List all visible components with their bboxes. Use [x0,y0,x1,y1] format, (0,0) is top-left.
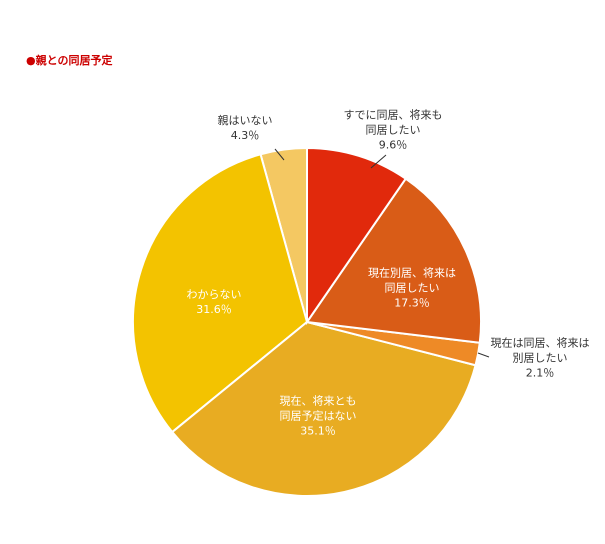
slice-label: 現在別居、将来は同居したい 17.3％ [365,266,460,311]
value-label: 35.1％ [300,424,336,438]
pie-slice [170,320,477,497]
category-label: 現在は同居、将来は別居したい [490,336,590,365]
category-label: 現在、将来とも同居予定はない [279,394,357,423]
category-label: 現在別居、将来は同居したい [368,266,456,295]
value-label: 17.3％ [394,296,430,310]
slice-label: わからない 31.6％ [169,287,259,317]
leader-line [477,352,490,358]
category-label: すでに同居、将来も同居したい [343,108,443,137]
slice-label: 現在は同居、将来は別居したい 2.1％ [489,336,591,381]
category-label: 親はいない [217,114,273,127]
chart-title: ●親との同居予定 [26,54,113,67]
pie-slice [305,177,482,344]
value-label: 31.6％ [196,303,232,316]
category-label: わからない [186,288,242,301]
pie-slice [306,146,408,326]
slice-label: 親はいない 4.3％ [200,113,290,143]
pie-slice [132,153,309,434]
slice-label: すでに同居、将来も同居したい 9.6％ [339,108,447,153]
slice-label: 現在、将来とも同居予定はない 35.1％ [277,394,359,439]
value-label: 2.1％ [525,366,555,380]
value-label: 4.3％ [230,129,260,142]
value-label: 9.6％ [378,138,408,152]
leader-line [274,148,285,161]
leader-line [370,154,387,169]
